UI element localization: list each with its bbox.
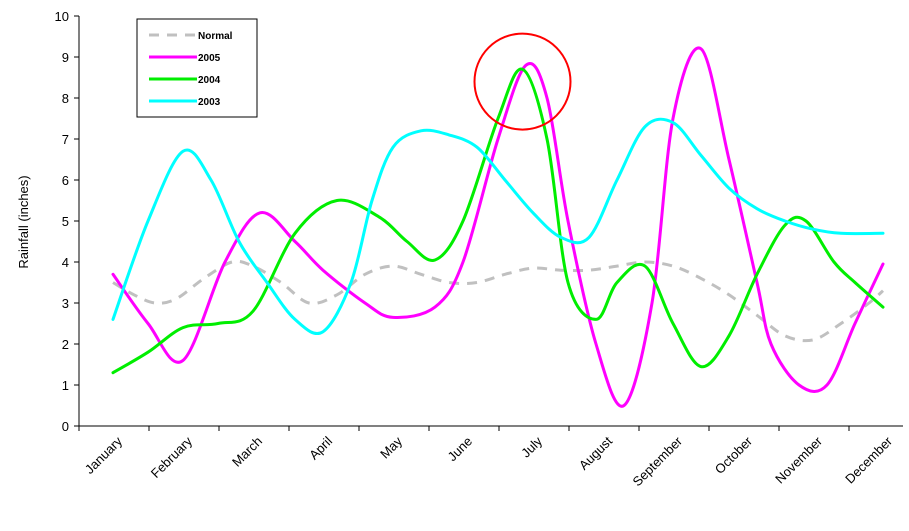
legend-label: 2004 [198,75,221,86]
y-tick-label: 9 [62,50,69,65]
y-tick-label: 2 [62,337,69,352]
x-tick-label: March [229,434,265,470]
legend-label: Normal [198,31,233,42]
x-tick-label: September [630,433,686,489]
x-tick-label: June [445,434,476,465]
x-tick-label: December [842,433,895,486]
series-line-2003 [111,117,885,336]
y-tick-label: 3 [62,296,69,311]
annotation-layer [473,32,572,131]
y-tick-label: 5 [62,214,69,229]
y-tick-label: 0 [62,419,69,434]
series-line-2005 [111,46,885,408]
y-ticks: 0 1 2 3 4 5 6 7 8 9 10 [55,9,79,434]
x-tick-label: May [377,433,405,461]
series-line-normal [112,259,885,343]
legend-label: 2003 [198,97,221,108]
y-tick-label: 4 [62,255,69,270]
y-axis-title: Rainfall (inches) [16,175,31,268]
y-tick-label: 8 [62,91,69,106]
x-tick-label: January [82,433,126,477]
y-tick-label: 6 [62,173,69,188]
x-tick-label: October [712,433,756,477]
series-line-2004 [111,67,885,375]
x-tick-label: April [306,433,335,462]
x-tick-label: July [518,433,545,460]
series-layer [111,46,885,408]
y-tick-label: 7 [62,132,69,147]
y-tick-label: 10 [55,9,69,24]
legend: Normal 2005 2004 2003 [136,18,258,118]
x-ticks: January February March April May June July Augu… [78,426,896,489]
x-tick-label: November [772,433,825,486]
x-tick-label: August [576,433,615,472]
legend-label: 2005 [198,53,221,64]
y-tick-label: 1 [62,378,69,393]
highlight-circle [473,32,572,131]
x-tick-label: February [148,433,196,481]
